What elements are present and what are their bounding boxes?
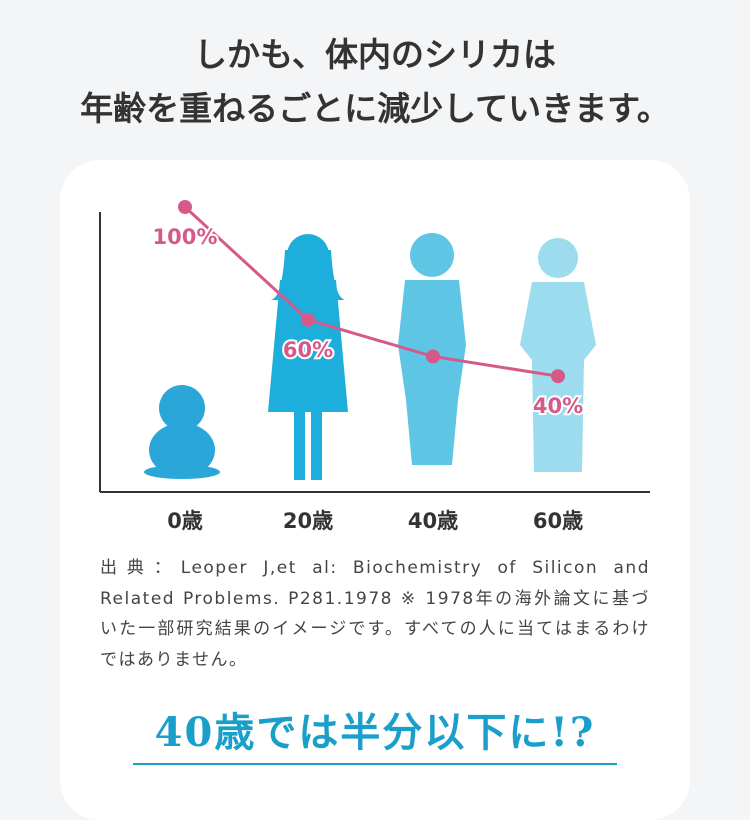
card [60,160,690,820]
value-label: 60% [283,338,333,362]
value-label: 40% [533,394,583,418]
source: 出典：Leoper J,et al: Biochemistry of Silic… [100,558,650,670]
x-tick-label: 20歳 [283,509,333,533]
silhouettes [144,233,596,480]
x-tick-label: 40歳 [408,509,458,533]
x-tick-label: 60歳 [533,509,583,533]
heading: しかも、体内のシリカは [193,35,556,74]
x-tick-label: 0歳 [167,509,203,533]
point [426,349,440,364]
point [551,369,565,384]
value-label: 100% [153,225,218,249]
heading: 年齢を重ねるごとに減少していきます。 [80,89,670,128]
line [183,205,559,378]
point [301,312,315,327]
conclusion: 40歳では半分以下に!? [154,709,596,756]
page: しかも、体内のシリカは 年齢を重ねるごとに減少していきます。 0歳 20歳 40歳 6… [60,35,690,820]
underline [133,763,617,765]
chart: 0歳 20歳 40歳 60歳 100% 60% 40% [99,200,650,533]
point [178,200,192,214]
